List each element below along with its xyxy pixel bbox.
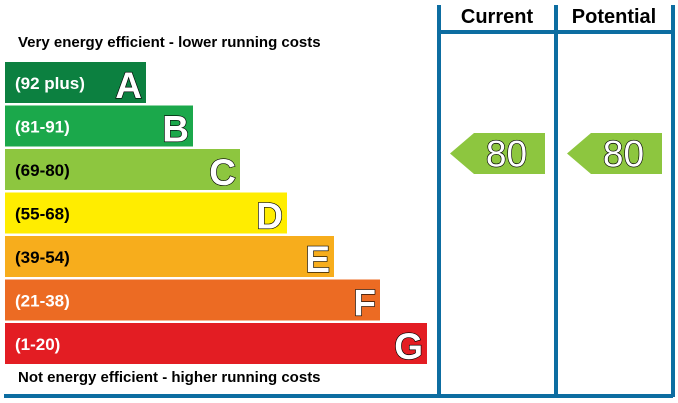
band-g-range: (1-20) — [15, 335, 60, 354]
arrow-potential-value: 80 — [603, 134, 644, 175]
bottom-caption: Not energy efficient - higher running co… — [18, 369, 321, 386]
band-b-range: (81-91) — [15, 118, 70, 137]
column-header-potential: Potential — [572, 6, 656, 28]
band-e-bar — [5, 236, 334, 277]
band-a-range: (92 plus) — [15, 74, 85, 93]
band-g-letter: G — [394, 326, 423, 367]
band-e-range: (39-54) — [15, 248, 70, 267]
band-c-bar — [5, 149, 240, 190]
arrow-current — [450, 133, 545, 174]
column-header-current: Current — [461, 6, 534, 28]
band-d-range: (55-68) — [15, 205, 70, 224]
band-f-letter: F — [353, 283, 376, 324]
band-c-range: (69-80) — [15, 161, 70, 180]
top-caption: Very energy efficient - lower running co… — [18, 34, 321, 51]
arrow-potential — [567, 133, 662, 174]
band-d-bar — [5, 192, 287, 234]
arrow-current-value: 80 — [486, 134, 527, 175]
band-b-letter: B — [162, 109, 189, 150]
band-e-letter: E — [305, 239, 330, 280]
band-a-letter: A — [115, 65, 142, 106]
band-d-letter: D — [256, 196, 283, 237]
band-f-range: (21-38) — [15, 292, 70, 311]
band-f-bar — [5, 279, 380, 321]
band-b-bar — [5, 105, 193, 147]
band-a-bar — [5, 62, 146, 103]
band-c-letter: C — [209, 152, 236, 193]
band-g-bar — [5, 323, 427, 364]
